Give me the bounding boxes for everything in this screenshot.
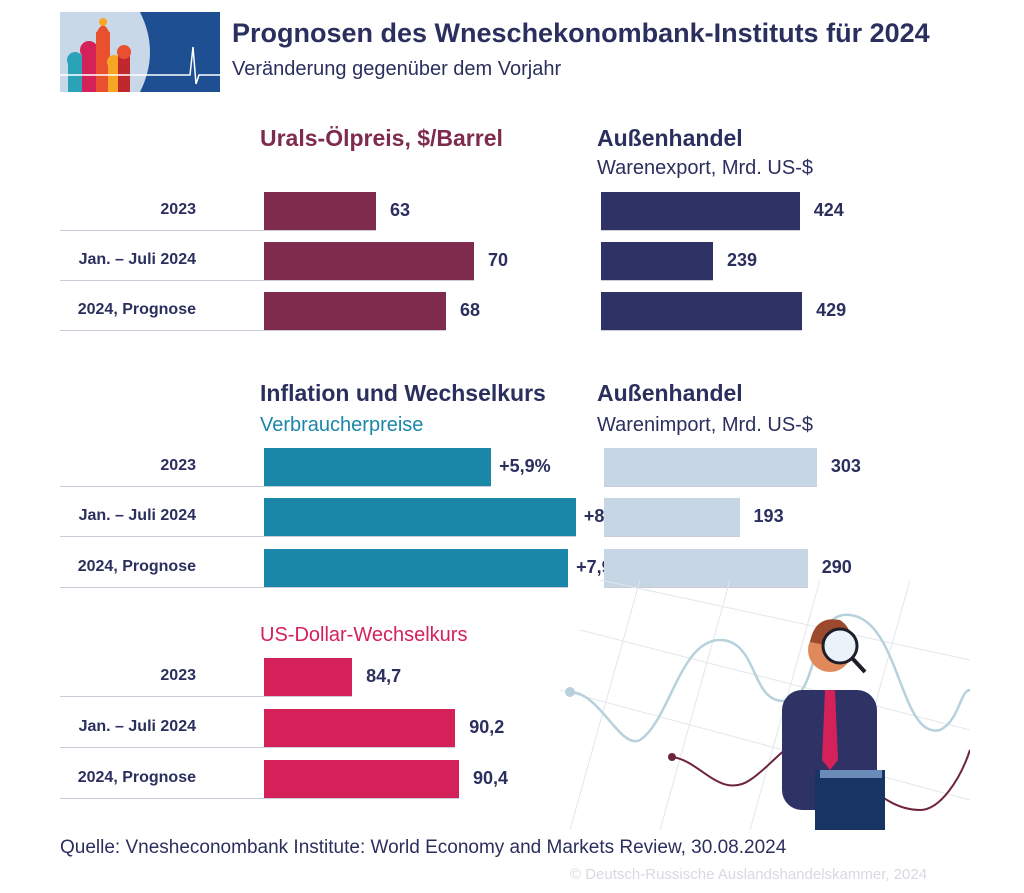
export-value-label: 239	[727, 250, 758, 270]
oil-value-label: 70	[488, 250, 509, 270]
oil-row-rule	[60, 280, 474, 281]
inflation-bar	[264, 549, 569, 587]
import-bar	[604, 549, 808, 587]
oil-bar	[264, 192, 376, 230]
oil-row-rule	[60, 330, 446, 331]
import-value-label: 303	[830, 456, 861, 476]
usd-row-rule	[60, 696, 353, 697]
oil-category-label: 2024, Prognose	[77, 301, 196, 318]
export-chart-title: Außenhandel	[597, 125, 743, 151]
page-title: Prognosen des Wneschekonombank-Instituts…	[232, 18, 930, 48]
export-bar	[601, 292, 803, 330]
import-chart-title: Außenhandel	[597, 380, 743, 406]
oil-chart-title: Urals-Ölpreis, $/Barrel	[260, 125, 503, 151]
inflation-category-label: Jan. – Juli 2024	[78, 507, 196, 524]
export-row-rule	[601, 280, 714, 281]
usd-value-label: 90,4	[473, 768, 509, 788]
usd-row-rule	[60, 747, 456, 748]
source-note: Quelle: Vnesheconombank Institute: World…	[60, 837, 787, 858]
export-value-label: 429	[816, 300, 847, 320]
import-value-label: 290	[821, 557, 852, 577]
oil-value-label: 63	[390, 200, 411, 220]
oil-category-label: 2023	[160, 201, 196, 218]
analyst-with-magnifier-illustration	[560, 580, 970, 830]
import-row-rule	[604, 536, 740, 537]
usd-bar	[264, 709, 456, 747]
import-row-rule	[604, 486, 817, 487]
usd-bar	[264, 760, 459, 798]
inflation-category-label: 2023	[160, 457, 196, 474]
usd-chart-subtitle: US-Dollar-Wechselkurs	[260, 624, 468, 646]
export-row-rule	[601, 230, 800, 231]
inflation-row-rule	[60, 536, 576, 537]
export-bar	[601, 242, 714, 280]
inflation-chart-subtitle: Verbraucherpreise	[260, 414, 424, 436]
oil-row-rule	[60, 230, 376, 231]
oil-bar	[264, 242, 474, 280]
usd-category-label: 2023	[160, 667, 196, 684]
oil-bar	[264, 292, 446, 330]
import-chart-subtitle: Warenimport, Mrd. US-$	[597, 414, 813, 436]
copyright-note: © Deutsch-Russische Auslandshandelskamme…	[570, 866, 928, 883]
inflation-chart-title: Inflation und Wechselkurs	[260, 380, 546, 406]
import-bar	[604, 498, 740, 536]
oil-value-label: 68	[460, 300, 481, 320]
logo-moscow-cathedral-heartbeat	[60, 12, 220, 92]
usd-category-label: Jan. – Juli 2024	[78, 718, 196, 735]
import-value-label: 193	[753, 506, 784, 526]
inflation-row-rule	[60, 486, 492, 487]
import-row-rule	[604, 587, 808, 588]
usd-value-label: 90,2	[469, 717, 505, 737]
usd-category-label: 2024, Prognose	[77, 769, 196, 786]
import-bar	[604, 448, 817, 486]
inflation-row-rule	[60, 587, 569, 588]
export-value-label: 424	[813, 200, 844, 220]
inflation-category-label: 2024, Prognose	[77, 558, 196, 575]
oil-category-label: Jan. – Juli 2024	[78, 251, 196, 268]
inflation-bar	[264, 498, 576, 536]
usd-value-label: 84,7	[366, 666, 402, 686]
inflation-value-label: +5,9%	[499, 456, 551, 476]
export-chart-subtitle: Warenexport, Mrd. US-$	[597, 157, 813, 179]
usd-bar	[264, 658, 353, 696]
export-bar	[601, 192, 800, 230]
usd-row-rule	[60, 798, 459, 799]
export-row-rule	[601, 330, 803, 331]
inflation-bar	[264, 448, 492, 486]
page-subtitle: Veränderung gegenüber dem Vorjahr	[232, 58, 562, 80]
